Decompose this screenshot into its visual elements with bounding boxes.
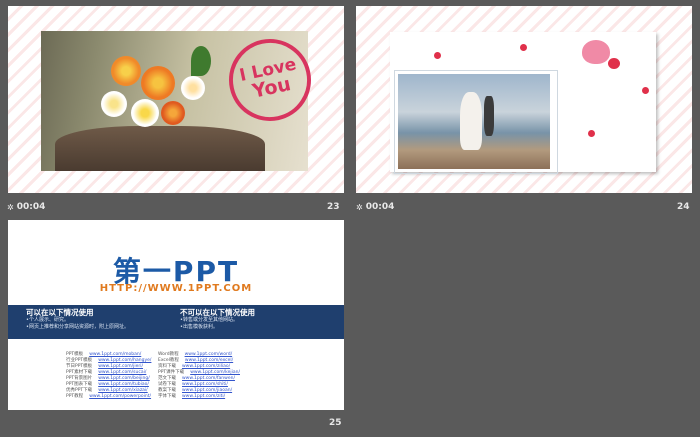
link-row: 教案下载 www.1ppt.com/jiaoan/	[158, 388, 240, 394]
link-row: 节日PPT模板 www.1ppt.com/jieri/	[66, 364, 151, 370]
link-row: 范文下载 www.1ppt.com/fanwen/	[158, 376, 240, 382]
wood-log	[55, 126, 265, 171]
link-url[interactable]: www.1ppt.com/beijing/	[98, 376, 150, 381]
slide-24-canvas	[356, 6, 692, 193]
logo-title: 第一PPT	[112, 255, 240, 288]
usage-allowed: 可以在以下情况使用 •个人展示、研究。 •网页上推荐和分享网站资源时，附上原网址…	[26, 308, 129, 331]
link-row: 优秀PPT下载 www.1ppt.com/xiazai/	[66, 388, 151, 394]
link-url[interactable]: www.1ppt.com/fanwen/	[182, 376, 235, 381]
link-label: PPT背景图片	[66, 376, 93, 381]
inner-frame-line	[394, 70, 558, 174]
link-row: 行业PPT模板 www.1ppt.com/hangye/	[66, 358, 151, 364]
star-icon: ✲	[7, 202, 14, 212]
link-row: Word教程 www.1ppt.com/word/	[158, 352, 240, 358]
link-label: PPT素材下载	[66, 370, 93, 375]
link-url[interactable]: www.1ppt.com/moban/	[89, 352, 142, 357]
usage-forbidden: 不可以在以下情况使用 •转售或分发至其他网站。 •出售模板获利。	[180, 308, 255, 331]
timing-label: 00:04	[16, 202, 46, 212]
stamp-text-line2: You	[250, 73, 293, 103]
link-label: PPT课件下载	[158, 370, 185, 375]
link-label: PPT教程	[66, 394, 84, 399]
slide-thumbnail-24[interactable]	[356, 6, 692, 193]
photo-frame	[390, 32, 656, 174]
couple-beach-photo	[398, 74, 550, 169]
flower	[111, 56, 141, 86]
slide-23-canvas: I Love You	[8, 6, 344, 193]
flower	[161, 101, 185, 125]
link-label: PPT图表下载	[66, 382, 93, 387]
link-row: PPT教程 www.1ppt.com/powerpoint/	[66, 394, 151, 400]
link-url[interactable]: www.1ppt.com/kejian/	[190, 370, 240, 375]
usage-allowed-line: •网页上推荐和分享网站资源时，附上原网址。	[26, 324, 129, 330]
usage-forbidden-line: •出售模板获利。	[180, 324, 218, 330]
logo-url: HTTP://WWW.1PPT.COM	[99, 283, 253, 294]
link-label: 范文下载	[158, 376, 176, 381]
slide-thumbnail-23[interactable]: I Love You	[8, 6, 344, 193]
link-label: Excel教程	[158, 358, 179, 363]
link-url[interactable]: www.1ppt.com/ziti/	[182, 394, 226, 399]
flower	[181, 76, 205, 100]
link-row: 资料下载 www.1ppt.com/ziliao/	[158, 364, 240, 370]
link-url[interactable]: www.1ppt.com/excel/	[184, 358, 234, 363]
slide-23-timing: ✲ 00:04	[7, 202, 45, 212]
slide-number-23: 23	[327, 202, 340, 212]
link-url[interactable]: www.1ppt.com/xiazai/	[98, 388, 148, 393]
link-label: 教案下载	[158, 388, 176, 393]
link-row: PPT模板 www.1ppt.com/moban/	[66, 352, 151, 358]
rose-icon	[520, 44, 527, 51]
slide-25-canvas: 第一PPT HTTP://WWW.1PPT.COM 可以在以下情况使用 •个人展…	[8, 220, 344, 410]
usage-allowed-line: •个人展示、研究。	[26, 317, 69, 323]
link-label: PPT模板	[66, 352, 84, 357]
bride-figure	[460, 92, 482, 150]
link-label: 行业PPT模板	[66, 358, 93, 363]
leaf	[191, 46, 211, 76]
link-label: 优秀PPT下载	[66, 388, 93, 393]
heart-balloon-icon	[608, 58, 620, 69]
link-url[interactable]: www.1ppt.com/jiaoan/	[182, 388, 233, 393]
link-row: Excel教程 www.1ppt.com/excel/	[158, 358, 240, 364]
link-row: 字体下载 www.1ppt.com/ziti/	[158, 394, 240, 400]
timing-label: 00:04	[365, 202, 395, 212]
bouquet-photo: I Love You	[41, 31, 319, 171]
link-label: 节日PPT模板	[66, 364, 93, 369]
link-label: 字体下载	[158, 394, 176, 399]
usage-allowed-heading: 可以在以下情况使用	[26, 308, 94, 317]
star-icon: ✲	[356, 202, 363, 212]
link-row: PPT素材下载 www.1ppt.com/sucai/	[66, 370, 151, 376]
link-label: 资料下载	[158, 364, 176, 369]
slide-thumbnail-25[interactable]: 第一PPT HTTP://WWW.1PPT.COM 可以在以下情况使用 •个人展…	[8, 220, 344, 410]
link-list-left: PPT模板 www.1ppt.com/moban/ 行业PPT模板 www.1ppt…	[66, 352, 151, 400]
link-row: PPT图表下载 www.1ppt.com/tubiao/	[66, 382, 151, 388]
link-url[interactable]: www.1ppt.com/jieri/	[98, 364, 144, 369]
rose-icon	[434, 52, 441, 59]
link-label: 试卷下载	[158, 382, 176, 387]
link-url[interactable]: www.1ppt.com/ziliao/	[182, 364, 231, 369]
link-url[interactable]: www.1ppt.com/sucai/	[98, 370, 147, 375]
link-row: PPT背景图片 www.1ppt.com/beijing/	[66, 376, 151, 382]
link-label: Word教程	[158, 352, 179, 357]
link-url[interactable]: www.1ppt.com/word/	[184, 352, 233, 357]
groom-figure	[484, 96, 494, 136]
slide-number-24: 24	[677, 202, 690, 212]
heart-balloon-icon	[582, 40, 610, 64]
flower	[141, 66, 175, 100]
link-url[interactable]: www.1ppt.com/powerpoint/	[89, 394, 152, 399]
link-url[interactable]: www.1ppt.com/tubiao/	[98, 382, 149, 387]
link-url[interactable]: www.1ppt.com/hangye/	[98, 358, 152, 363]
usage-band: 可以在以下情况使用 •个人展示、研究。 •网页上推荐和分享网站资源时，附上原网址…	[8, 305, 344, 339]
link-row: 试卷下载 www.1ppt.com/shiti/	[158, 382, 240, 388]
love-stamp: I Love You	[221, 31, 319, 129]
rose-icon	[642, 87, 649, 94]
flower	[101, 91, 127, 117]
usage-forbidden-heading: 不可以在以下情况使用	[180, 308, 255, 317]
link-row: PPT课件下载 www.1ppt.com/kejian/	[158, 370, 240, 376]
link-url[interactable]: www.1ppt.com/shiti/	[182, 382, 228, 387]
slide-24-timing: ✲ 00:04	[356, 202, 394, 212]
link-list-right: Word教程 www.1ppt.com/word/ Excel教程 www.1ppt…	[158, 352, 240, 400]
slide-number-25: 25	[329, 418, 342, 428]
rose-icon	[588, 130, 595, 137]
usage-forbidden-line: •转售或分发至其他网站。	[180, 317, 238, 323]
flower	[131, 99, 159, 127]
